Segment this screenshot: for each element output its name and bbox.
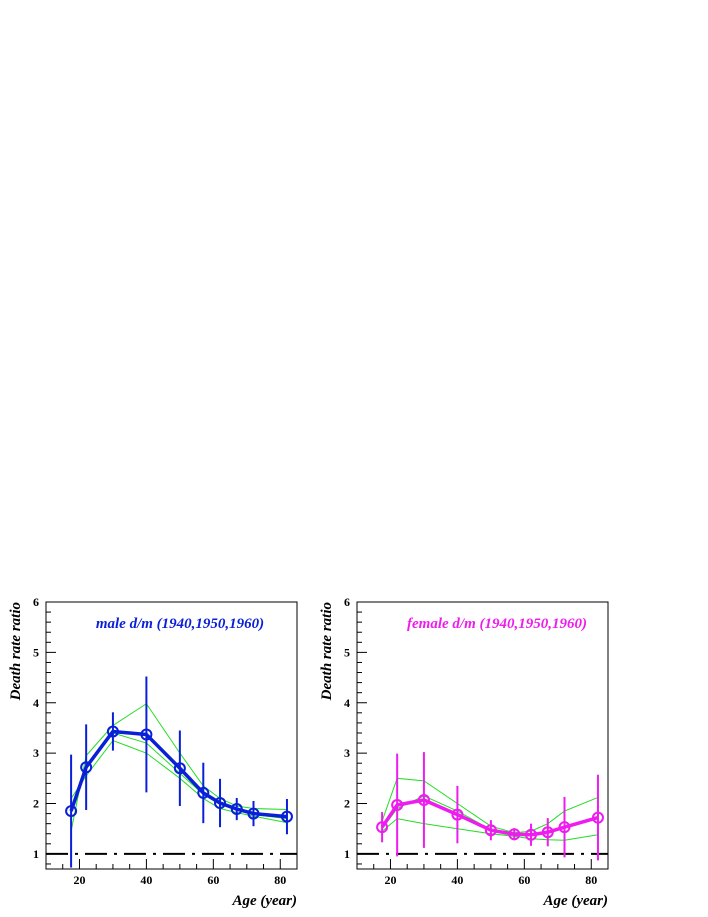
data-point xyxy=(214,797,227,810)
data-point xyxy=(451,808,464,821)
axis-ticks xyxy=(357,611,609,869)
data-point xyxy=(541,826,554,839)
average-series-line xyxy=(380,798,599,837)
y-tick-label: 1 xyxy=(33,847,39,861)
data-point xyxy=(484,824,497,837)
x-tick-label: 60 xyxy=(207,873,219,887)
axis-ticks xyxy=(46,611,298,869)
component-series-line xyxy=(381,777,599,834)
data-point xyxy=(280,810,293,823)
plot-frame xyxy=(356,601,609,870)
average-markers xyxy=(376,793,604,841)
y-tick-label: 6 xyxy=(344,595,350,609)
data-point xyxy=(173,762,186,775)
y-tick-label: 2 xyxy=(344,797,350,811)
average-markers xyxy=(65,725,293,823)
chart-title: male d/m (1940,1950,1960) xyxy=(96,616,264,632)
average-line xyxy=(69,729,288,819)
data-point xyxy=(508,828,521,841)
data-point xyxy=(197,786,210,799)
tick-labels: 20 40 60 80 1 2 3 4 5 6 xyxy=(344,595,597,887)
data-point xyxy=(80,761,93,774)
x-tick-label: 80 xyxy=(585,873,597,887)
data-point xyxy=(525,828,538,841)
y-tick-label: 3 xyxy=(344,746,350,760)
data-point xyxy=(417,793,430,806)
data-point xyxy=(558,821,571,834)
x-tick-label: 40 xyxy=(140,873,152,887)
y-axis-label: Death rate ratio xyxy=(8,602,24,701)
data-point xyxy=(247,807,260,820)
error-bars xyxy=(381,752,599,861)
male-panel: 20 40 60 80 1 2 3 4 5 6 male d/m (1940,1950,1960)… xyxy=(8,595,298,909)
x-tick-label: 20 xyxy=(384,873,396,887)
x-tick-label: 80 xyxy=(274,873,286,887)
female-panel: 20 40 60 80 1 2 3 4 5 6 female d/m (1940,1950,196… xyxy=(319,595,609,909)
y-tick-label: 2 xyxy=(33,797,39,811)
data-point xyxy=(65,805,78,818)
x-tick-label: 60 xyxy=(518,873,530,887)
y-tick-label: 3 xyxy=(33,746,39,760)
y-tick-label: 1 xyxy=(344,847,350,861)
average-series-line xyxy=(69,729,288,819)
y-tick-label: 5 xyxy=(33,645,39,659)
y-tick-label: 4 xyxy=(344,696,350,710)
error-bars xyxy=(70,676,288,868)
component-series-line xyxy=(381,818,599,841)
x-axis-label: Age (year) xyxy=(231,893,297,909)
component-series-line xyxy=(70,739,288,824)
tick-labels: 20 40 60 80 1 2 3 4 5 6 xyxy=(33,595,286,887)
y-tick-label: 6 xyxy=(33,595,39,609)
component-series-line xyxy=(70,703,287,832)
data-point xyxy=(391,799,404,812)
average-line xyxy=(380,798,599,837)
data-point xyxy=(140,728,153,741)
x-axis-label: Age (year) xyxy=(542,893,608,909)
x-tick-label: 20 xyxy=(73,873,85,887)
y-axis-label: Death rate ratio xyxy=(319,602,335,701)
y-tick-label: 4 xyxy=(33,696,39,710)
data-point xyxy=(106,725,119,738)
data-point xyxy=(591,811,604,824)
plot-frame xyxy=(45,601,298,870)
data-point xyxy=(376,821,389,834)
x-tick-label: 40 xyxy=(451,873,463,887)
chart-title: female d/m (1940,1950,1960) xyxy=(407,616,587,632)
y-tick-label: 5 xyxy=(344,645,350,659)
data-point xyxy=(230,803,243,816)
